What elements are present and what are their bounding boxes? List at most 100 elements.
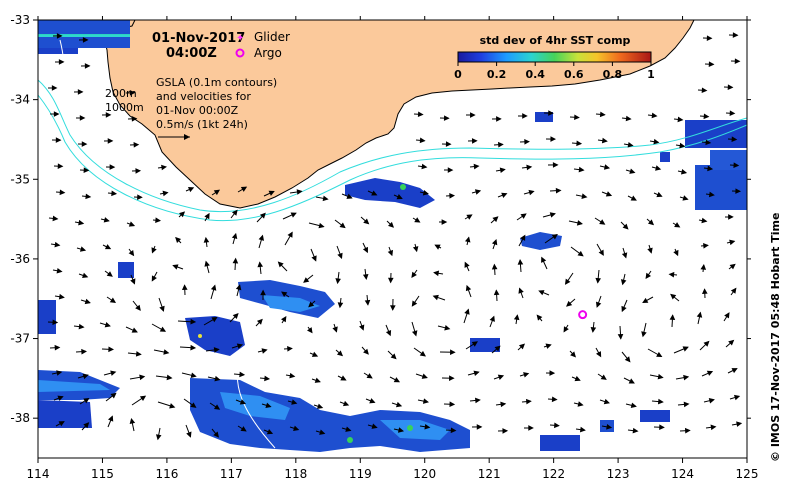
- velocity-arrowhead: [734, 58, 741, 64]
- velocity-arrowhead: [549, 212, 556, 218]
- velocity-arrowhead: [260, 289, 266, 296]
- velocity-arrowhead: [57, 163, 64, 169]
- velocity-arrowhead: [701, 87, 708, 94]
- velocity-arrowhead: [674, 222, 681, 228]
- velocity-arrowhead: [232, 313, 239, 320]
- velocity-arrowhead: [317, 403, 324, 409]
- velocity-arrowhead: [369, 398, 376, 404]
- velocity-arrowhead: [340, 375, 347, 381]
- isobath-contours: [37, 35, 748, 222]
- velocity-arrowhead: [231, 209, 238, 216]
- velocity-arrowhead: [130, 278, 136, 285]
- velocity-arrowhead: [104, 244, 112, 250]
- velocity-arrowhead: [385, 329, 392, 337]
- velocity-arrowhead: [474, 397, 481, 404]
- velocity-arrowhead: [733, 394, 741, 401]
- note-line-1: GSLA (0.1m contours): [156, 76, 277, 89]
- x-tick-label: 117: [220, 467, 243, 481]
- velocity-arrowhead: [422, 398, 429, 404]
- velocity-arrowhead: [79, 115, 86, 121]
- velocity-arrowhead: [491, 263, 498, 270]
- velocity-arrowhead: [577, 401, 584, 407]
- velocity-arrowhead: [236, 343, 244, 349]
- velocity-arrowhead: [105, 112, 112, 118]
- colorbar-tick-label: 0.6: [564, 68, 584, 81]
- velocity-arrowhead: [411, 330, 418, 337]
- velocity-arrowhead: [464, 308, 470, 315]
- velocity-arrowhead: [239, 399, 247, 405]
- velocity-arrowhead: [79, 246, 87, 252]
- velocity-arrowhead: [606, 424, 613, 430]
- velocity-arrowhead: [307, 327, 313, 334]
- velocity-arrowhead: [545, 343, 552, 349]
- velocity-arrowhead: [388, 277, 394, 284]
- y-tick-label: -36: [10, 252, 30, 266]
- platform-legend: ✦ Glider Argo: [235, 30, 290, 60]
- colorbar-tick-label: 0.8: [603, 68, 623, 81]
- velocity-arrowhead: [133, 142, 140, 148]
- velocity-arrowhead: [83, 397, 90, 404]
- velocity-arrowhead: [493, 289, 500, 296]
- velocity-arrowhead: [166, 374, 173, 381]
- velocity-arrowhead: [137, 194, 143, 200]
- velocity-arrowhead: [59, 189, 66, 196]
- velocity-arrowhead: [213, 431, 219, 438]
- velocity-arrowhead: [445, 141, 452, 147]
- velocity-arrowhead: [701, 217, 708, 224]
- velocity-arrowhead: [342, 400, 350, 407]
- glider-label: Glider: [254, 30, 290, 44]
- velocity-arrowhead: [621, 305, 627, 313]
- velocity-arrowhead: [577, 250, 584, 257]
- velocity-arrowhead: [421, 163, 428, 170]
- velocity-arrowhead: [422, 190, 429, 196]
- velocity-arrowhead: [175, 236, 182, 243]
- velocity-arrowhead: [172, 264, 179, 270]
- velocity-arrowhead: [541, 256, 547, 263]
- velocity-arrowhead: [473, 163, 480, 170]
- velocity-arrowhead: [319, 429, 326, 435]
- velocity-arrowhead: [419, 137, 426, 144]
- note-line-3: 01-Nov 00:00Z: [156, 104, 239, 117]
- isobath-label-200: 200m: [105, 87, 137, 100]
- velocity-arrowhead: [632, 427, 639, 434]
- velocity-arrowhead: [52, 215, 59, 222]
- velocity-arrowhead: [441, 219, 448, 225]
- velocity-arrowhead: [555, 187, 562, 194]
- velocity-arrowhead: [56, 267, 63, 274]
- velocity-arrowhead: [707, 165, 714, 172]
- velocity-arrowhead: [647, 247, 653, 254]
- velocity-arrowhead: [163, 349, 170, 355]
- velocity-arrowhead: [706, 35, 713, 41]
- velocity-arrowhead: [318, 222, 325, 229]
- velocity-arrowhead: [728, 214, 734, 220]
- y-axis: -33 -34 -35 -36 -37 -38: [10, 13, 751, 425]
- velocity-arrowhead: [732, 32, 739, 38]
- velocity-arrowhead: [576, 140, 583, 147]
- velocity-arrowhead: [211, 316, 218, 323]
- velocity-arrowhead: [449, 193, 456, 199]
- velocity-arrowhead: [641, 331, 647, 338]
- velocity-arrowhead: [682, 346, 689, 352]
- velocity-arrowhead: [135, 168, 142, 174]
- x-tick-label: 121: [478, 467, 501, 481]
- velocity-arrowhead: [657, 373, 664, 380]
- velocity-arrowhead: [210, 284, 217, 291]
- velocity-arrowhead: [630, 195, 637, 201]
- velocity-arrowhead: [235, 284, 242, 291]
- velocity-arrowhead: [258, 234, 265, 241]
- velocity-arrowhead: [605, 191, 613, 197]
- velocity-arrowhead: [213, 189, 221, 196]
- velocity-arrowhead: [574, 114, 580, 121]
- velocity-arrowhead: [366, 373, 373, 379]
- velocity-arrowhead: [518, 343, 525, 350]
- velocity-arrowhead: [595, 301, 602, 308]
- velocity-arrowhead: [642, 297, 649, 304]
- velocity-arrowhead: [159, 326, 167, 332]
- velocity-arrowhead: [231, 232, 238, 240]
- velocity-notes: GSLA (0.1m contours) and velocities for …: [156, 76, 277, 140]
- velocity-arrowhead: [186, 431, 192, 438]
- velocity-arrowhead: [240, 186, 248, 192]
- velocity-arrowhead: [724, 312, 730, 319]
- x-tick-label: 119: [349, 467, 372, 481]
- velocity-arrowhead: [364, 299, 371, 306]
